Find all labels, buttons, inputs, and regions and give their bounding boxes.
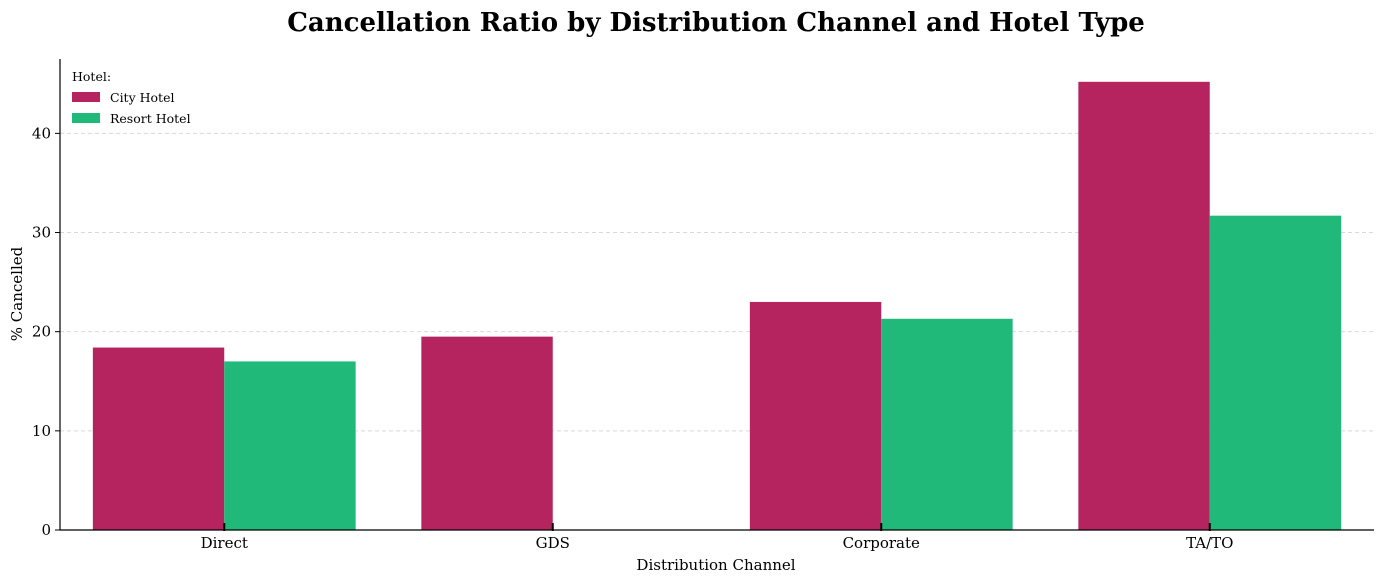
y-tick-label: 20 bbox=[32, 323, 51, 341]
bar-city-hotel-direct bbox=[92, 347, 225, 530]
x-tick-label: Direct bbox=[201, 534, 248, 552]
bar-resort-hotel-ta-to bbox=[1209, 215, 1342, 530]
legend-title: Hotel: bbox=[72, 69, 111, 84]
y-axis-label: % Cancelled bbox=[8, 246, 26, 341]
x-tick-label: GDS bbox=[536, 534, 570, 552]
bar-resort-hotel-direct bbox=[224, 361, 356, 530]
bar-city-hotel-ta-to bbox=[1078, 81, 1210, 531]
y-tick-label: 40 bbox=[32, 124, 51, 142]
y-tick-label: 30 bbox=[32, 224, 51, 242]
chart-title: Cancellation Ratio by Distribution Chann… bbox=[287, 8, 1145, 38]
axes bbox=[59, 59, 1374, 531]
y-tick-label: 10 bbox=[32, 422, 51, 440]
x-tick-label: TA/TO bbox=[1186, 534, 1233, 552]
bars bbox=[92, 81, 1342, 531]
legend-entry-label: City Hotel bbox=[110, 90, 174, 105]
bar-city-hotel-gds bbox=[421, 336, 553, 530]
legend-swatch bbox=[72, 92, 100, 102]
bar-resort-hotel-corporate bbox=[881, 318, 1013, 530]
x-tick-label: Corporate bbox=[843, 534, 920, 552]
y-tick-label: 0 bbox=[41, 521, 51, 539]
legend: Hotel: City Hotel Resort Hotel bbox=[72, 69, 191, 126]
y-ticks: 0 10 20 30 40 bbox=[32, 124, 60, 539]
bar-city-hotel-corporate bbox=[749, 301, 882, 530]
x-ticks: Direct GDS Corporate TA/TO bbox=[201, 523, 1233, 552]
legend-entry-label: Resort Hotel bbox=[110, 111, 191, 126]
legend-swatch bbox=[72, 113, 100, 123]
x-axis-label: Distribution Channel bbox=[636, 556, 795, 574]
